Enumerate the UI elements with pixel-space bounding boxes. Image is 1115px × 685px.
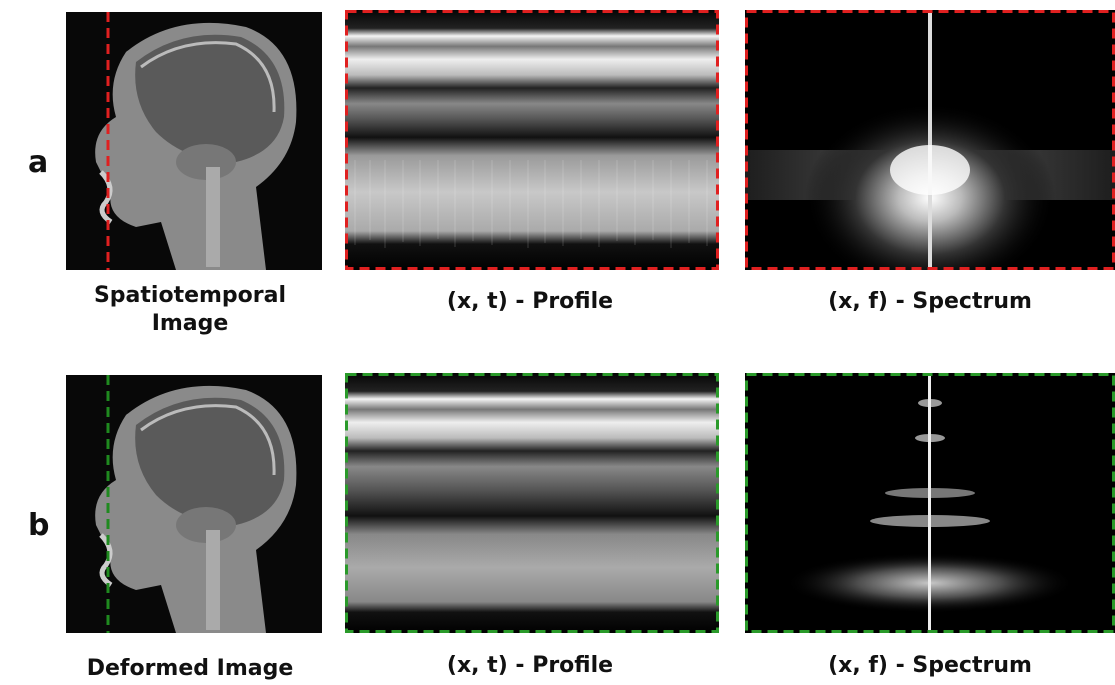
mri-image	[66, 12, 322, 270]
mri-image	[66, 375, 322, 633]
caption: Deformed Image	[60, 655, 320, 683]
row-label: b	[28, 508, 49, 543]
caption: (x, f) - Spectrum	[780, 652, 1080, 680]
row-label: a	[28, 145, 48, 180]
figure: a b Spatiotemporal Image (x, t) - Profil…	[0, 0, 1115, 685]
spectrum-image	[745, 10, 1115, 270]
profile-image	[345, 373, 719, 633]
profile-image	[345, 10, 719, 270]
spectrum-image	[745, 373, 1115, 633]
caption: (x, t) - Profile	[380, 652, 680, 680]
caption: (x, f) - Spectrum	[780, 288, 1080, 316]
caption: Spatiotemporal Image	[90, 282, 290, 338]
caption: (x, t) - Profile	[380, 288, 680, 316]
